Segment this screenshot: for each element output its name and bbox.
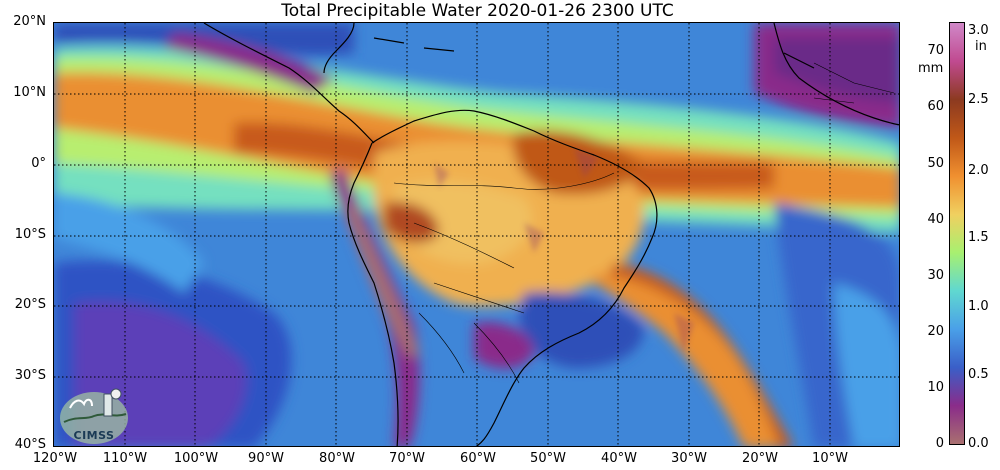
lat-label-40s: 40°S xyxy=(14,437,46,452)
lon-label-30w: 30°W xyxy=(671,451,707,466)
colorbar-mm-tick-0: 0 xyxy=(935,436,944,451)
lon-label-80w: 80°W xyxy=(319,451,355,466)
colorbar-mm-tick-70: 70 xyxy=(927,43,944,58)
colorbar-in-tick-2-5: 2.5 xyxy=(968,92,989,107)
colorbar-in-tick-1-5: 1.5 xyxy=(968,230,989,245)
lon-label-120w: 120°W xyxy=(32,451,78,466)
colorbar xyxy=(949,22,965,445)
lon-label-100w: 100°W xyxy=(173,451,219,466)
colorbar-mm-unit: mm xyxy=(918,61,944,76)
lat-label-20n: 20°N xyxy=(13,14,46,29)
map-svg xyxy=(54,23,899,446)
lon-label-40w: 40°W xyxy=(601,451,637,466)
colorbar-mm-tick-10: 10 xyxy=(927,380,944,395)
tpw-map xyxy=(53,22,900,447)
colorbar-mm-tick-20: 20 xyxy=(927,324,944,339)
cimss-logo-icon xyxy=(60,388,128,444)
chart-title: Total Precipitable Water 2020-01-26 2300… xyxy=(281,1,674,21)
lat-label-10s: 10°S xyxy=(14,227,46,242)
lon-label-60w: 60°W xyxy=(460,451,496,466)
colorbar-mm-tick-50: 50 xyxy=(927,156,944,171)
colorbar-in-unit: in xyxy=(975,39,987,54)
cimss-logo: CIMSS xyxy=(56,386,132,444)
colorbar-in-tick-0-5: 0.5 xyxy=(968,367,989,382)
lon-label-70w: 70°W xyxy=(389,451,425,466)
cimss-logo-text: CIMSS xyxy=(73,429,115,442)
gridlines xyxy=(54,23,899,446)
lat-label-20s: 20°S xyxy=(14,297,46,312)
colorbar-in-tick-3-0: 3.0 xyxy=(968,23,989,38)
lon-label-110w: 110°W xyxy=(102,451,148,466)
lat-label-10n: 10°N xyxy=(13,85,46,100)
lon-label-50w: 50°W xyxy=(530,451,566,466)
lat-label-0: 0° xyxy=(31,156,46,171)
colorbar-in-tick-1-0: 1.0 xyxy=(968,299,989,314)
lat-label-30s: 30°S xyxy=(14,368,46,383)
colorbar-mm-tick-60: 60 xyxy=(927,99,944,114)
colorbar-in-tick-2-0: 2.0 xyxy=(968,163,989,178)
colorbar-mm-tick-40: 40 xyxy=(927,212,944,227)
colorbar-in-tick-0-0: 0.0 xyxy=(968,436,989,451)
lon-label-20w: 20°W xyxy=(742,451,778,466)
lon-label-10w: 10°W xyxy=(812,451,848,466)
borders xyxy=(393,62,895,384)
lon-label-90w: 90°W xyxy=(248,451,284,466)
colorbar-mm-tick-30: 30 xyxy=(927,268,944,283)
